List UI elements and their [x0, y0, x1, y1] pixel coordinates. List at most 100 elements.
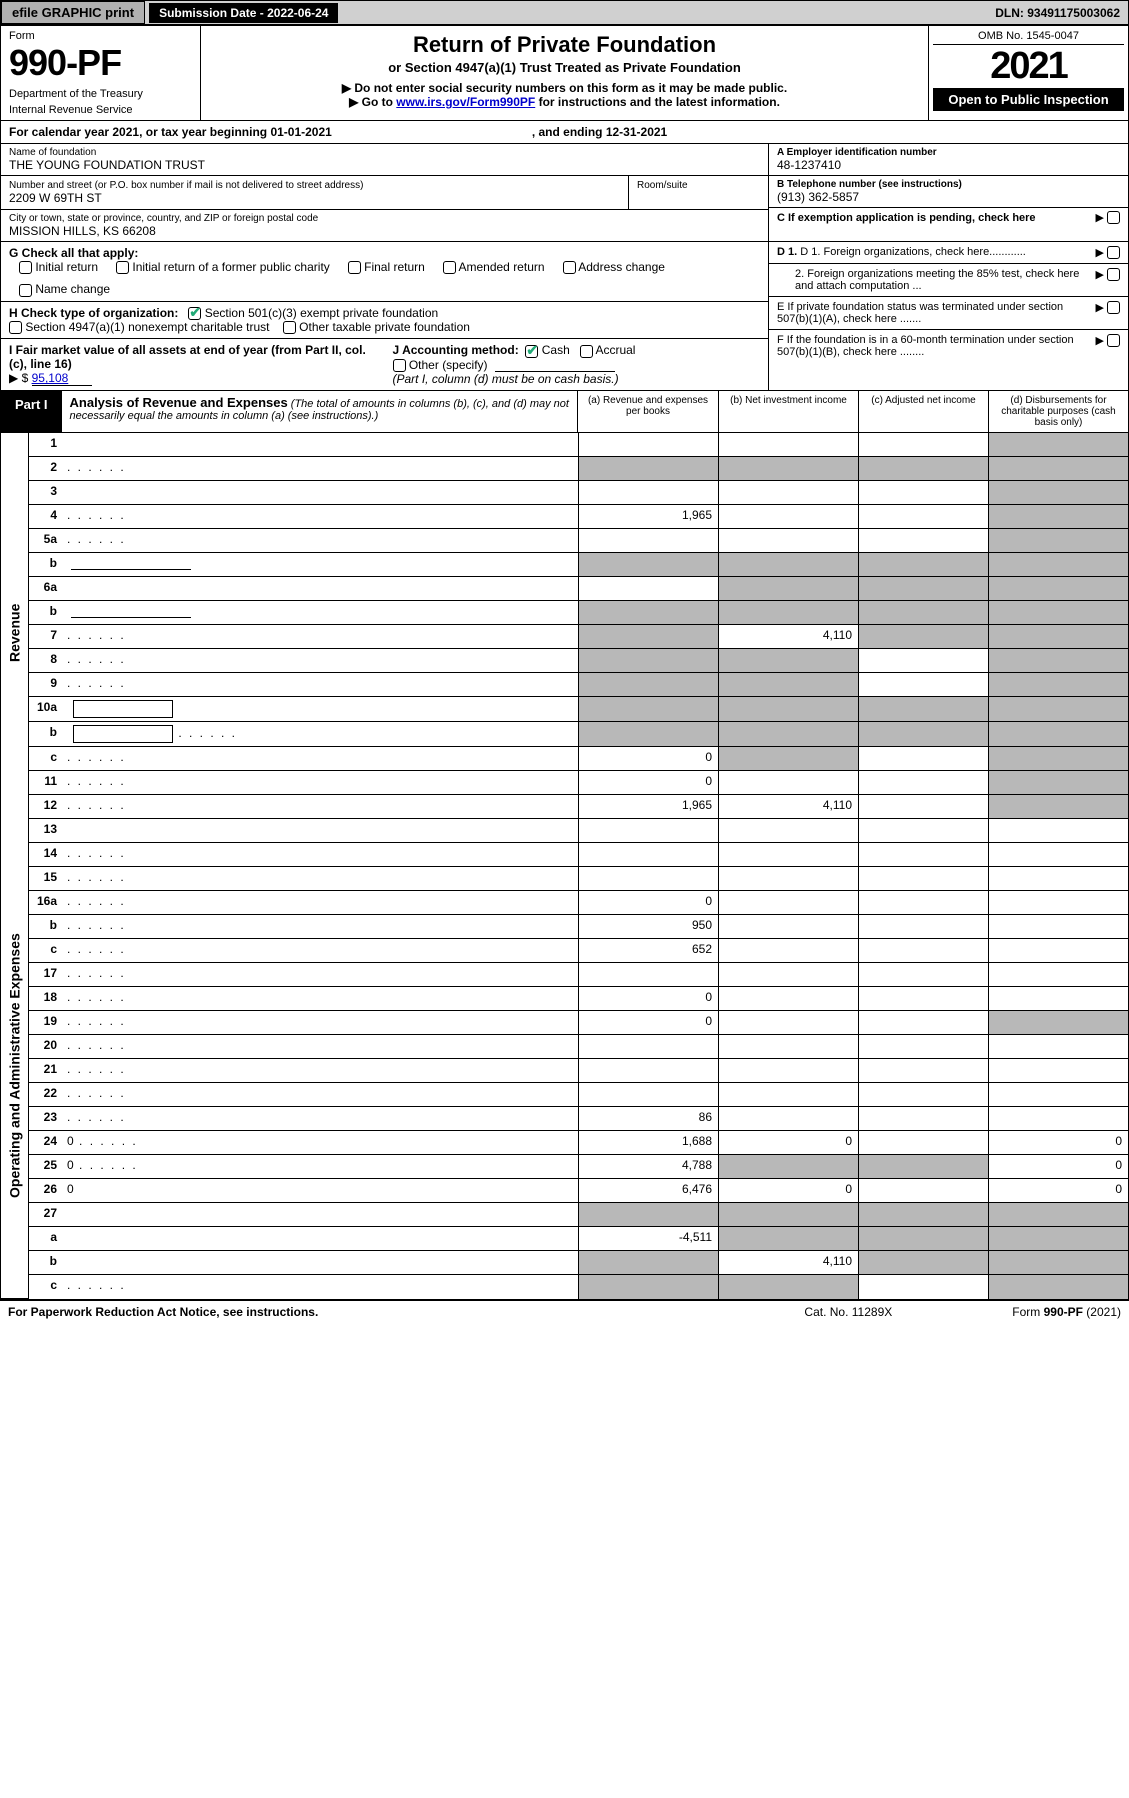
c-label: C If exemption application is pending, c… — [777, 212, 1096, 224]
table-row: 20 — [29, 1035, 1128, 1059]
tax-year: 2021 — [933, 45, 1124, 88]
table-row: 180 — [29, 987, 1128, 1011]
footer: For Paperwork Reduction Act Notice, see … — [0, 1300, 1129, 1323]
g-opt-checkbox[interactable] — [443, 261, 456, 274]
c-checkbox[interactable] — [1107, 211, 1120, 224]
h-row: H Check type of organization: Section 50… — [1, 301, 768, 339]
table-row: c0 — [29, 747, 1128, 771]
g-opt-checkbox[interactable] — [19, 284, 32, 297]
table-row: c — [29, 1275, 1128, 1299]
g-row: G Check all that apply: Initial return I… — [1, 242, 768, 301]
dept-treasury: Department of the Treasury — [9, 88, 192, 100]
table-row: 6a — [29, 577, 1128, 601]
table-row: b — [29, 553, 1128, 577]
table-row: 1 — [29, 433, 1128, 457]
expenses-side-label: Operating and Administrative Expenses — [1, 833, 28, 1299]
form-subtitle: or Section 4947(a)(1) Trust Treated as P… — [209, 60, 920, 75]
f-text: F If the foundation is in a 60-month ter… — [777, 334, 1090, 358]
table-row: a-4,511 — [29, 1227, 1128, 1251]
table-row: 21 — [29, 1059, 1128, 1083]
table-row: 2401,68800 — [29, 1131, 1128, 1155]
footer-form: Form 990-PF (2021) — [1012, 1305, 1121, 1319]
g-opt-checkbox[interactable] — [348, 261, 361, 274]
e-text: E If private foundation status was termi… — [777, 301, 1090, 325]
h-other-checkbox[interactable] — [283, 321, 296, 334]
phone-value: (913) 362-5857 — [777, 190, 1120, 204]
g-opt-checkbox[interactable] — [563, 261, 576, 274]
table-row: 13 — [29, 819, 1128, 843]
info-grid: Name of foundation THE YOUNG FOUNDATION … — [0, 144, 1129, 242]
submission-date: Submission Date - 2022-06-24 — [149, 3, 338, 23]
footer-catno: Cat. No. 11289X — [804, 1305, 892, 1319]
phone-label: B Telephone number (see instructions) — [777, 179, 1120, 190]
city-value: MISSION HILLS, KS 66208 — [9, 224, 760, 238]
g-opt-checkbox[interactable] — [19, 261, 32, 274]
col-c-header: (c) Adjusted net income — [858, 391, 988, 432]
goto-note: ▶ Go to www.irs.gov/Form990PF for instru… — [209, 95, 920, 109]
d2-checkbox[interactable] — [1107, 268, 1120, 281]
form-number: 990-PF — [9, 42, 192, 84]
section-ghij: G Check all that apply: Initial return I… — [0, 242, 1129, 391]
table-row: 2606,47600 — [29, 1179, 1128, 1203]
j-accrual-checkbox[interactable] — [580, 345, 593, 358]
part1-table: Revenue Operating and Administrative Exp… — [0, 433, 1129, 1300]
h-4947-checkbox[interactable] — [9, 321, 22, 334]
g-opt-checkbox[interactable] — [116, 261, 129, 274]
e-checkbox[interactable] — [1107, 301, 1120, 314]
table-row: 15 — [29, 867, 1128, 891]
table-row: 27 — [29, 1203, 1128, 1227]
addr-value: 2209 W 69TH ST — [9, 191, 620, 205]
part1-tab: Part I — [1, 391, 62, 432]
revenue-side-label: Revenue — [1, 433, 28, 833]
omb-number: OMB No. 1545-0047 — [933, 30, 1124, 45]
table-row: 110 — [29, 771, 1128, 795]
ssn-note: ▶ Do not enter social security numbers o… — [209, 81, 920, 95]
table-row: 2386 — [29, 1107, 1128, 1131]
col-a-header: (a) Revenue and expenses per books — [578, 391, 718, 432]
table-row: c652 — [29, 939, 1128, 963]
table-row: b — [29, 601, 1128, 625]
form-label: Form — [9, 30, 192, 42]
col-b-header: (b) Net investment income — [718, 391, 858, 432]
table-row: 8 — [29, 649, 1128, 673]
fmv-value[interactable]: 95,108 — [32, 371, 92, 386]
form-title: Return of Private Foundation — [209, 32, 920, 58]
name-label: Name of foundation — [9, 147, 760, 158]
j-other-checkbox[interactable] — [393, 359, 406, 372]
table-row: 22 — [29, 1083, 1128, 1107]
form-header: Form 990-PF Department of the Treasury I… — [0, 25, 1129, 121]
ij-row: I Fair market value of all assets at end… — [1, 338, 768, 390]
table-row: 9 — [29, 673, 1128, 697]
ein-value: 48-1237410 — [777, 158, 1120, 172]
room-label: Room/suite — [637, 180, 760, 191]
irs-link[interactable]: www.irs.gov/Form990PF — [396, 95, 535, 109]
table-row: 74,110 — [29, 625, 1128, 649]
table-row: 2 — [29, 457, 1128, 481]
efile-print-button[interactable]: efile GRAPHIC print — [1, 1, 145, 24]
table-row: 17 — [29, 963, 1128, 987]
f-checkbox[interactable] — [1107, 334, 1120, 347]
d1-checkbox[interactable] — [1107, 246, 1120, 259]
table-row: 41,965 — [29, 505, 1128, 529]
part1-header: Part I Analysis of Revenue and Expenses … — [0, 391, 1129, 433]
table-row: 3 — [29, 481, 1128, 505]
ein-label: A Employer identification number — [777, 147, 1120, 158]
foundation-name: THE YOUNG FOUNDATION TRUST — [9, 158, 760, 172]
col-d-header: (d) Disbursements for charitable purpose… — [988, 391, 1128, 432]
d1-text: D 1. Foreign organizations, check here..… — [800, 246, 1026, 258]
dln-label: DLN: 93491175003062 — [987, 3, 1128, 23]
calendar-year-row: For calendar year 2021, or tax year begi… — [0, 121, 1129, 144]
city-label: City or town, state or province, country… — [9, 213, 760, 224]
table-row: 2504,7880 — [29, 1155, 1128, 1179]
table-row: 16a0 — [29, 891, 1128, 915]
table-row: b4,110 — [29, 1251, 1128, 1275]
table-row: 10a — [29, 697, 1128, 722]
h-501c3-checkbox[interactable] — [188, 307, 201, 320]
table-row: 190 — [29, 1011, 1128, 1035]
top-bar: efile GRAPHIC print Submission Date - 20… — [0, 0, 1129, 25]
footer-left: For Paperwork Reduction Act Notice, see … — [8, 1305, 318, 1319]
table-row: 121,9654,110 — [29, 795, 1128, 819]
open-public: Open to Public Inspection — [933, 88, 1124, 111]
addr-label: Number and street (or P.O. box number if… — [9, 180, 620, 191]
j-cash-checkbox[interactable] — [525, 345, 538, 358]
